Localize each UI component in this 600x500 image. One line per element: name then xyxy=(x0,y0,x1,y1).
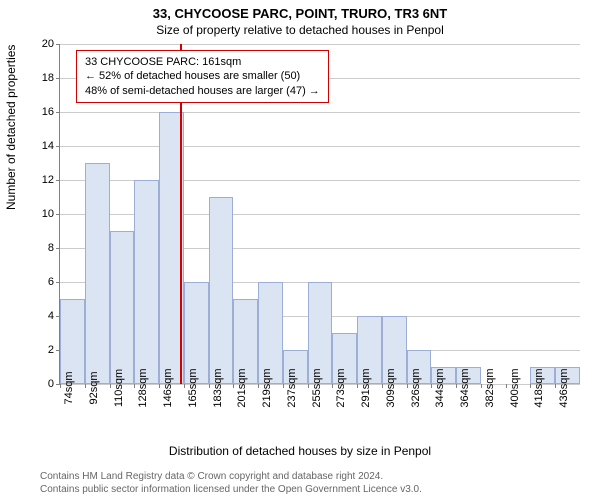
histogram-bar xyxy=(85,163,110,384)
x-tick-mark xyxy=(184,384,185,388)
y-tick-mark xyxy=(56,248,60,249)
x-tick-label: 165sqm xyxy=(187,368,199,407)
x-tick-mark xyxy=(258,384,259,388)
info-box-line: ← 52% of detached houses are smaller (50… xyxy=(85,69,320,83)
x-tick-mark xyxy=(357,384,358,388)
x-tick-label: 183sqm xyxy=(212,368,224,407)
x-tick-mark xyxy=(209,384,210,388)
x-tick-mark xyxy=(60,384,61,388)
y-tick-label: 8 xyxy=(48,242,54,254)
y-tick-label: 2 xyxy=(48,344,54,356)
x-tick-label: 400sqm xyxy=(509,368,521,407)
info-box-line: 33 CHYCOOSE PARC: 161sqm xyxy=(85,55,320,69)
histogram-bar xyxy=(110,231,135,384)
x-tick-mark xyxy=(555,384,556,388)
x-tick-mark xyxy=(332,384,333,388)
x-tick-label: 237sqm xyxy=(286,368,298,407)
x-tick-label: 273sqm xyxy=(335,368,347,407)
y-tick-label: 20 xyxy=(42,38,54,50)
y-tick-mark xyxy=(56,180,60,181)
x-tick-label: 326sqm xyxy=(410,368,422,407)
x-tick-label: 436sqm xyxy=(558,368,570,407)
x-tick-mark xyxy=(530,384,531,388)
x-tick-mark xyxy=(481,384,482,388)
x-tick-label: 309sqm xyxy=(385,368,397,407)
grid-line xyxy=(60,146,580,147)
x-tick-label: 418sqm xyxy=(533,368,545,407)
x-tick-label: 201sqm xyxy=(236,368,248,407)
x-tick-mark xyxy=(308,384,309,388)
x-tick-mark xyxy=(233,384,234,388)
y-tick-mark xyxy=(56,146,60,147)
x-tick-label: 255sqm xyxy=(311,368,323,407)
x-tick-mark xyxy=(456,384,457,388)
y-tick-label: 12 xyxy=(42,174,54,186)
y-tick-label: 14 xyxy=(42,140,54,152)
x-tick-label: 146sqm xyxy=(162,368,174,407)
x-tick-mark xyxy=(85,384,86,388)
x-tick-mark xyxy=(506,384,507,388)
y-tick-label: 16 xyxy=(42,106,54,118)
y-tick-mark xyxy=(56,44,60,45)
attribution-line: Contains public sector information licen… xyxy=(40,483,590,496)
y-tick-label: 6 xyxy=(48,276,54,288)
y-tick-mark xyxy=(56,78,60,79)
x-tick-label: 128sqm xyxy=(137,368,149,407)
x-tick-mark xyxy=(431,384,432,388)
y-tick-label: 18 xyxy=(42,72,54,84)
x-tick-label: 364sqm xyxy=(459,368,471,407)
y-tick-label: 10 xyxy=(42,208,54,220)
histogram-bar xyxy=(209,197,234,384)
x-axis-label: Distribution of detached houses by size … xyxy=(0,444,600,458)
plot-area: 0246810121416182074sqm92sqm110sqm128sqm1… xyxy=(60,44,580,384)
x-tick-label: 92sqm xyxy=(88,371,100,404)
y-tick-label: 0 xyxy=(48,378,54,390)
x-tick-label: 110sqm xyxy=(113,369,125,407)
grid-line xyxy=(60,112,580,113)
x-tick-label: 74sqm xyxy=(63,371,75,404)
x-tick-mark xyxy=(382,384,383,388)
chart-subtitle: Size of property relative to detached ho… xyxy=(0,21,600,37)
x-tick-mark xyxy=(407,384,408,388)
y-tick-mark xyxy=(56,214,60,215)
chart-container: 33, CHYCOOSE PARC, POINT, TRURO, TR3 6NT… xyxy=(0,0,600,500)
attribution: Contains HM Land Registry data © Crown c… xyxy=(40,470,590,496)
x-tick-mark xyxy=(134,384,135,388)
info-box: 33 CHYCOOSE PARC: 161sqm← 52% of detache… xyxy=(76,50,329,103)
x-tick-label: 344sqm xyxy=(434,368,446,407)
x-tick-mark xyxy=(283,384,284,388)
x-tick-mark xyxy=(110,384,111,388)
histogram-bar xyxy=(134,180,159,384)
info-box-line: 48% of semi-detached houses are larger (… xyxy=(85,84,320,98)
y-axis-label: Number of detached properties xyxy=(4,45,18,210)
x-tick-label: 219sqm xyxy=(261,368,273,407)
x-tick-label: 291sqm xyxy=(360,368,372,407)
x-tick-label: 382sqm xyxy=(484,368,496,407)
y-tick-mark xyxy=(56,112,60,113)
attribution-line: Contains HM Land Registry data © Crown c… xyxy=(40,470,590,483)
x-tick-mark xyxy=(159,384,160,388)
chart-title: 33, CHYCOOSE PARC, POINT, TRURO, TR3 6NT xyxy=(0,0,600,21)
y-tick-label: 4 xyxy=(48,310,54,322)
y-tick-mark xyxy=(56,282,60,283)
grid-line xyxy=(60,44,580,45)
